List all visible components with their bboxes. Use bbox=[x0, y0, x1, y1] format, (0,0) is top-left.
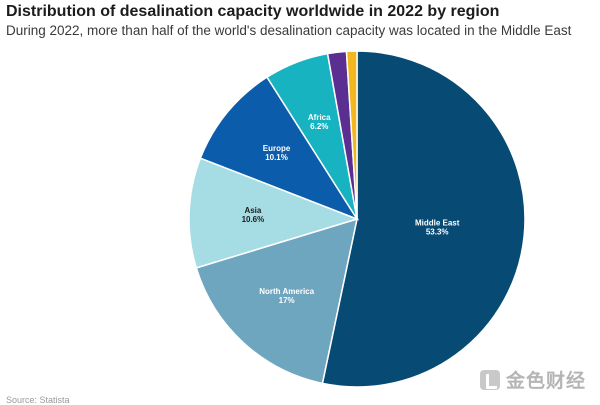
pie-slice-asia bbox=[188, 157, 360, 269]
chart-subtitle: During 2022, more than half of the world… bbox=[6, 23, 572, 38]
slice-label-africa: Africa bbox=[308, 113, 331, 122]
watermark: 金色财经 bbox=[479, 366, 586, 393]
slice-value-north-america: 17% bbox=[279, 296, 295, 305]
pie-slice-middle-east bbox=[321, 50, 526, 388]
slice-label-north-america: North America bbox=[259, 287, 314, 296]
slice-label-middle-east: Middle East bbox=[415, 218, 460, 227]
chart-title: Distribution of desalination capacity wo… bbox=[6, 3, 500, 20]
pie-slice-europe bbox=[199, 76, 359, 221]
source-note: Source: Statista bbox=[6, 395, 70, 405]
slice-value-africa: 6.2% bbox=[310, 122, 328, 131]
watermark-text: 金色财经 bbox=[505, 371, 586, 392]
slice-label-europe: Europe bbox=[263, 144, 291, 153]
slice-value-asia: 10.6% bbox=[242, 215, 265, 224]
slice-value-middle-east: 53.3% bbox=[426, 227, 449, 236]
slice-label-asia: Asia bbox=[244, 206, 261, 215]
slice-value-europe: 10.1% bbox=[265, 153, 288, 162]
pie-slice-north-america bbox=[195, 217, 358, 385]
watermark-logo-icon bbox=[479, 369, 500, 390]
pie-slice-unlabeled-6 bbox=[345, 50, 358, 220]
